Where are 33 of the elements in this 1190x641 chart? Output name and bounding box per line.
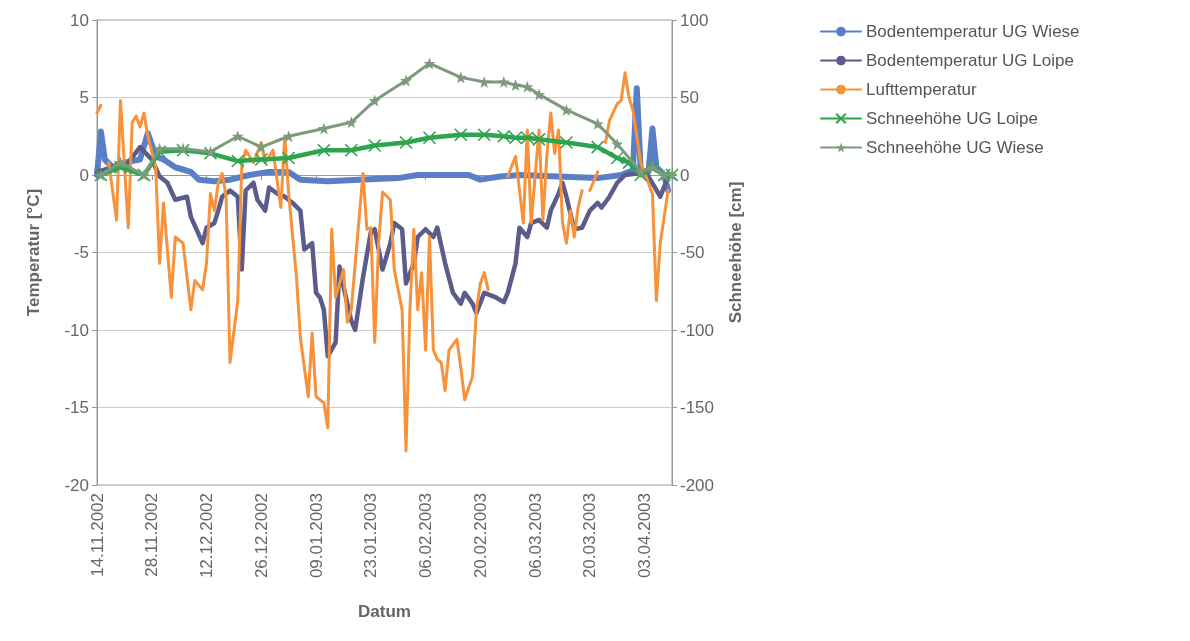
y-tick-label: 5 — [79, 88, 89, 107]
x-axis-title: Datum — [358, 602, 411, 621]
legend-label: Bodentemperatur UG Loipe — [866, 51, 1074, 70]
x-tick-label: 23.01.2003 — [361, 493, 381, 579]
y2-tick-label: -200 — [680, 475, 715, 495]
y2-axis-title: Schneehöhe [cm] — [726, 181, 745, 324]
x-tick-label: 14.11.2002 — [87, 493, 107, 577]
y2-tick-label: 100 — [680, 10, 709, 30]
legend-label: Schneehöhe UG Loipe — [866, 109, 1039, 128]
y-tick-label: -10 — [64, 320, 89, 340]
x-tick-label: 28.11.2002 — [142, 493, 162, 577]
y-axis-title: Temperatur [°C] — [24, 188, 43, 317]
x-tick-label: 09.01.2003 — [306, 493, 326, 579]
y-tick-label: -5 — [73, 243, 89, 262]
y2-tick-label: 0 — [680, 165, 690, 185]
x-tick-label: 12.12.2002 — [197, 493, 217, 579]
x-tick-label: 06.02.2003 — [416, 493, 436, 579]
y2-tick-label: -100 — [680, 320, 715, 340]
y2-tick-label: 50 — [680, 88, 699, 107]
x-tick-label: 03.04.2003 — [635, 493, 655, 579]
legend-label: Lufttemperatur — [866, 80, 977, 99]
x-tick-label: 06.03.2003 — [525, 493, 545, 579]
y-tick-label: 0 — [79, 165, 89, 185]
x-tick-label: 26.12.2002 — [251, 493, 271, 579]
y-tick-label: -15 — [64, 398, 89, 417]
y2-tick-label: -150 — [680, 398, 715, 417]
x-tick-label: 20.03.2003 — [580, 493, 600, 579]
legend-label: Schneehöhe UG Wiese — [866, 138, 1044, 157]
y-tick-label: 10 — [70, 10, 89, 30]
x-tick-label: 20.02.2003 — [470, 493, 490, 579]
legend-label: Bodentemperatur UG Wiese — [866, 22, 1080, 41]
y-tick-label: -20 — [64, 475, 89, 495]
y2-tick-label: -50 — [680, 243, 705, 262]
